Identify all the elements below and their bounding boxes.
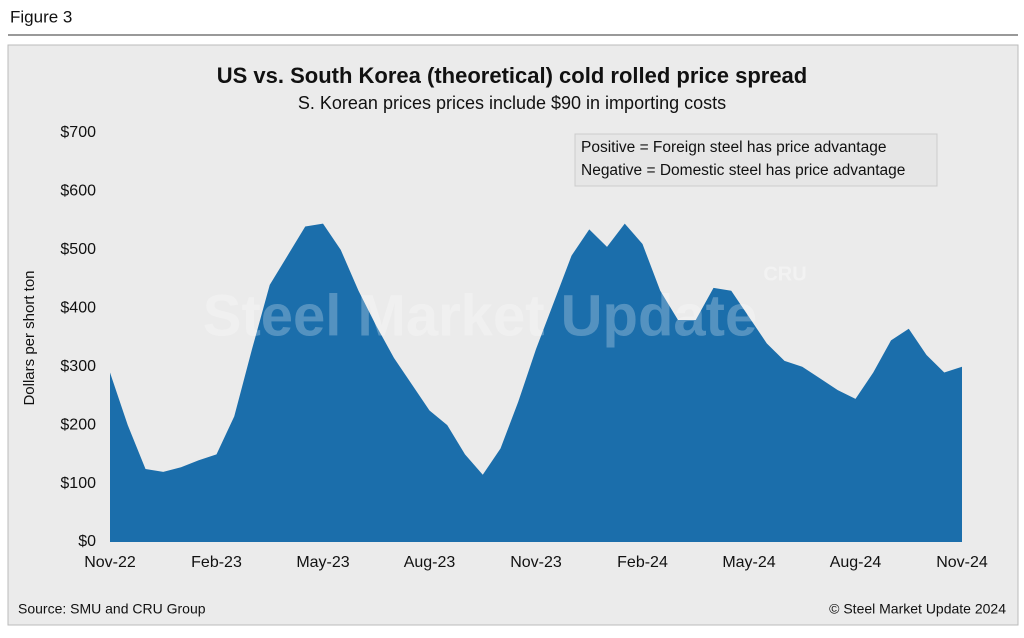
y-axis-label: Dollars per short ton [21, 270, 38, 405]
y-tick-label: $100 [60, 475, 96, 492]
y-tick-label: $600 [60, 183, 96, 200]
figure-label: Figure 3 [10, 7, 72, 26]
x-tick-label: Nov-22 [84, 554, 136, 571]
x-tick-label: Nov-23 [510, 554, 562, 571]
annotation: Negative = Domestic steel has price adva… [581, 162, 905, 179]
x-tick-label: May-24 [722, 554, 775, 571]
source: Source: SMU and CRU Group [18, 601, 206, 617]
chart-title: US vs. South Korea (theoretical) cold ro… [217, 63, 807, 88]
plot: $0 $100 $200 $300 $400 $500 $600 $700 Nov-22 Feb-… [60, 124, 987, 571]
y-tick-label: $400 [60, 300, 96, 317]
y-tick-label: $0 [78, 533, 96, 550]
x-tick-label: Aug-24 [830, 554, 882, 571]
x-tick-label: Aug-23 [404, 554, 456, 571]
x-tick-label: Nov-24 [936, 554, 988, 571]
y-tick-label: $200 [60, 416, 96, 433]
y-tick-label: $500 [60, 241, 96, 258]
legend-box [574, 133, 938, 187]
chart-subtitle: S. Korean prices prices include $90 in i… [298, 93, 726, 113]
y-tick-label: $700 [60, 124, 96, 141]
x-tick-label: Feb-23 [191, 554, 242, 571]
copyright: © Steel Market Update 2024 [829, 601, 1006, 617]
watermark: CRU [763, 263, 806, 285]
x-tick-label: May-23 [296, 554, 349, 571]
x-tick-label: Feb-24 [617, 554, 668, 571]
area [110, 223, 962, 543]
annotation: Positive = Foreign steel has price advan… [581, 139, 886, 156]
watermark: Steel Market Update [203, 283, 757, 348]
y-tick-label: $300 [60, 358, 96, 375]
